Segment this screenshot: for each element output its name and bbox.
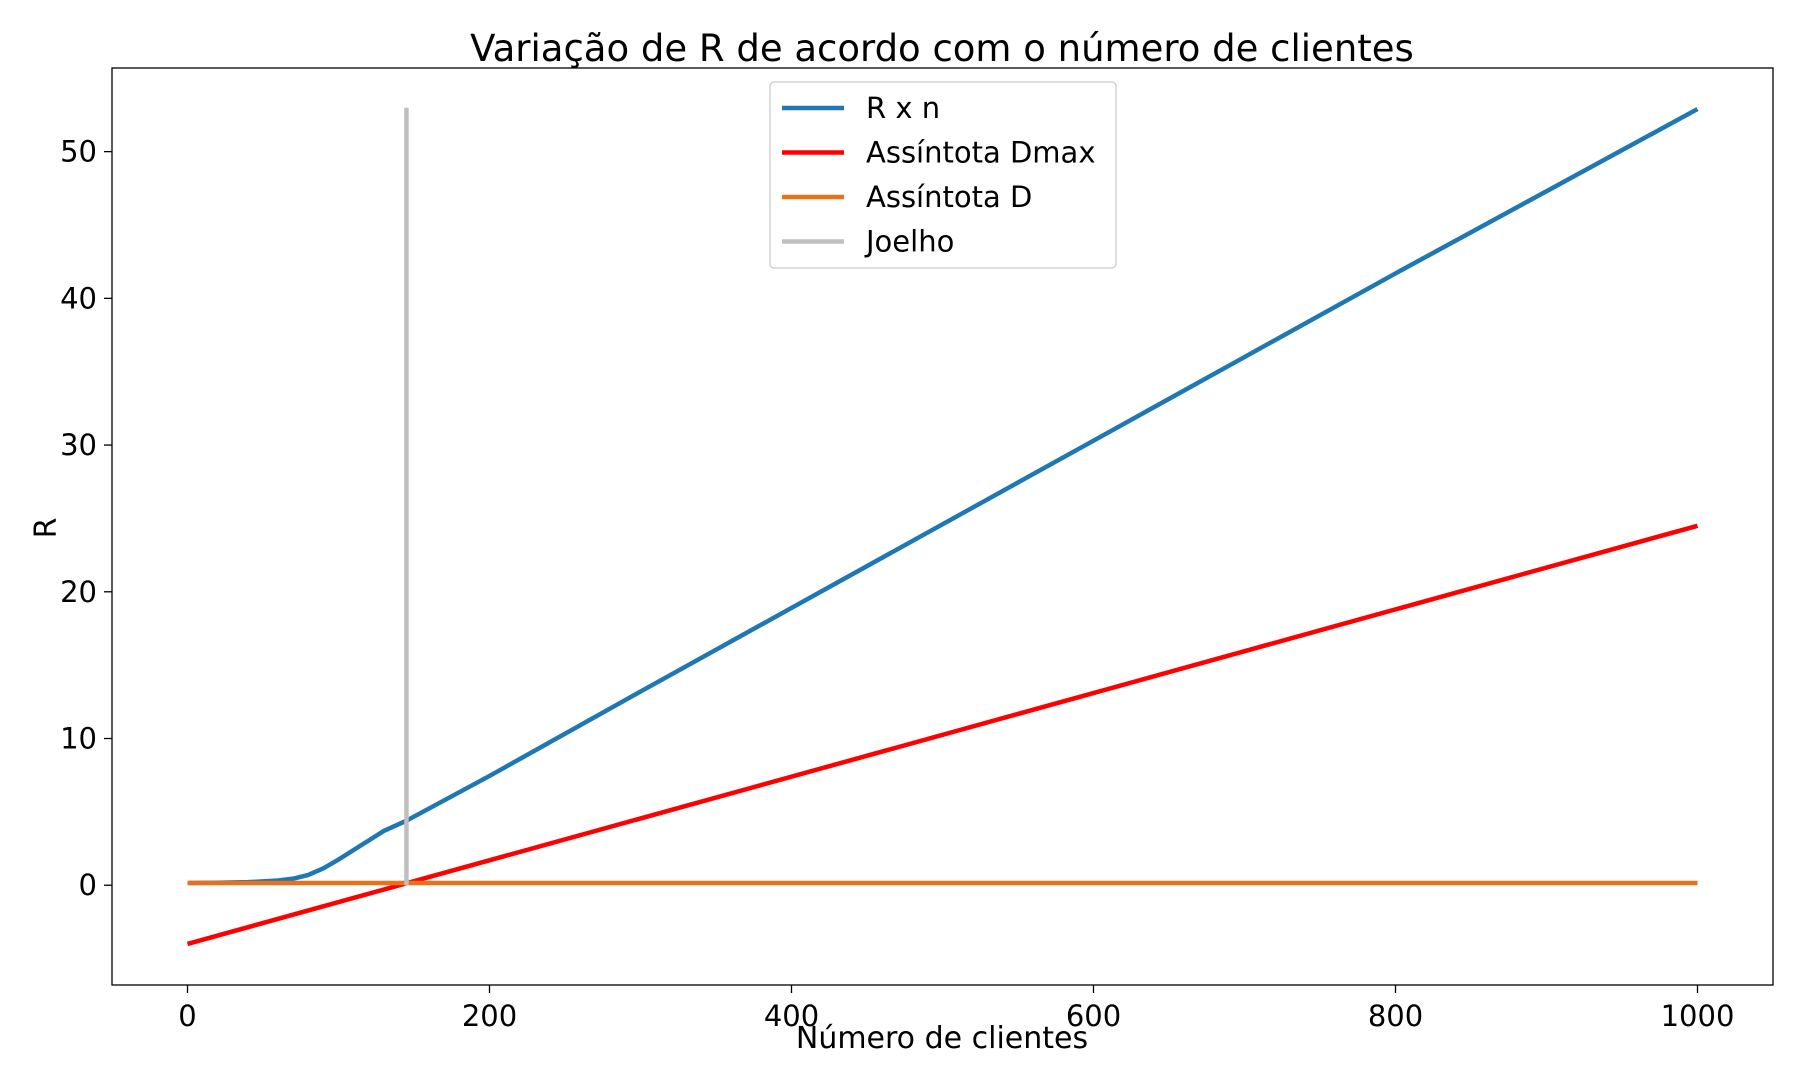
legend-label-joelho: Joelho [864,225,954,259]
axes-frame [111,67,1774,986]
legend-label-r-x-n: R x n [866,91,940,125]
legend-label-assintota-d: Assíntota D [866,180,1032,214]
series-group [186,107,1699,947]
axes: 0 200 400 600 800 1000 0 10 20 30 40 50 [60,67,1774,1033]
y-axis-label: R [29,518,64,539]
series-line-assintota-dmax [186,523,1699,947]
chart-title: Variação de R de acordo com o número de … [470,27,1414,70]
series-line-r-x-n [188,107,1699,886]
x-tick-label: 400 [764,999,819,1033]
x-tick-label: 200 [462,999,517,1033]
y-tick-label: 40 [60,281,97,315]
legend-box [769,81,1117,269]
x-tick-label: 1000 [1661,999,1735,1033]
y-tick-label: 10 [60,722,97,756]
x-axis-label: Número de clientes [796,1021,1088,1056]
y-tick-label: 50 [60,135,97,169]
y-tick-label: 0 [79,868,97,902]
legend: R x n Assíntota Dmax Assíntota D Joelho [769,81,1117,269]
legend-label-assintota-dmax: Assíntota Dmax [866,136,1095,170]
x-tick-label: 600 [1066,999,1121,1033]
x-tick-label: 800 [1368,999,1423,1033]
x-tick-label: 0 [178,999,196,1033]
y-tick-label: 30 [60,428,97,462]
y-tick-label: 20 [60,575,97,609]
